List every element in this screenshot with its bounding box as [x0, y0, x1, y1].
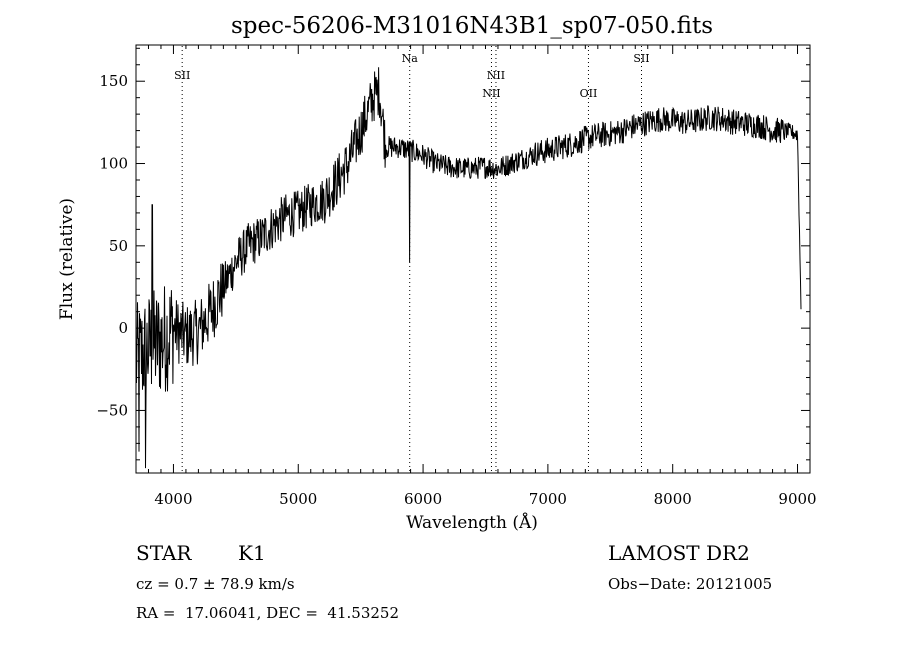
line-marker-label: OII: [580, 87, 598, 100]
x-tick-label: 4000: [154, 490, 192, 508]
y-tick-label: −50: [96, 401, 128, 419]
y-tick-label: 100: [99, 155, 128, 173]
line-marker-label: NII: [487, 69, 505, 82]
survey-name: LAMOST DR2: [608, 541, 750, 565]
x-axis-label: Wavelength (Å): [406, 512, 538, 533]
y-tick-label: 50: [109, 237, 128, 255]
x-tick-label: 5000: [279, 490, 317, 508]
line-marker-label: SII: [633, 52, 649, 65]
x-tick-label: 6000: [404, 490, 442, 508]
chart-title: spec-56206-M31016N43B1_sp07-050.fits: [231, 13, 713, 39]
spectrum-line: [135, 67, 802, 469]
y-tick-label: 0: [118, 319, 128, 337]
line-marker-label: SII: [174, 69, 190, 82]
object-class: STAR: [136, 541, 192, 565]
y-axis-label: Flux (relative): [57, 198, 77, 320]
obs-date-text: Obs−Date: 20121005: [608, 575, 773, 593]
object-subclass: K1: [238, 541, 266, 565]
y-axis: −50 0 50 100 150: [96, 47, 810, 461]
x-tick-label: 8000: [654, 490, 692, 508]
line-marker-label: Na: [402, 52, 419, 65]
x-tick-label: 7000: [529, 490, 567, 508]
coords-text: RA = 17.06041, DEC = 41.53252: [136, 604, 400, 622]
y-tick-label: 150: [99, 72, 128, 90]
line-marker-label: NII: [482, 87, 500, 100]
redshift-text: cz = 0.7 ± 78.9 km/s: [136, 575, 295, 593]
spectrum-series: [135, 67, 802, 469]
x-tick-label: 9000: [778, 490, 816, 508]
